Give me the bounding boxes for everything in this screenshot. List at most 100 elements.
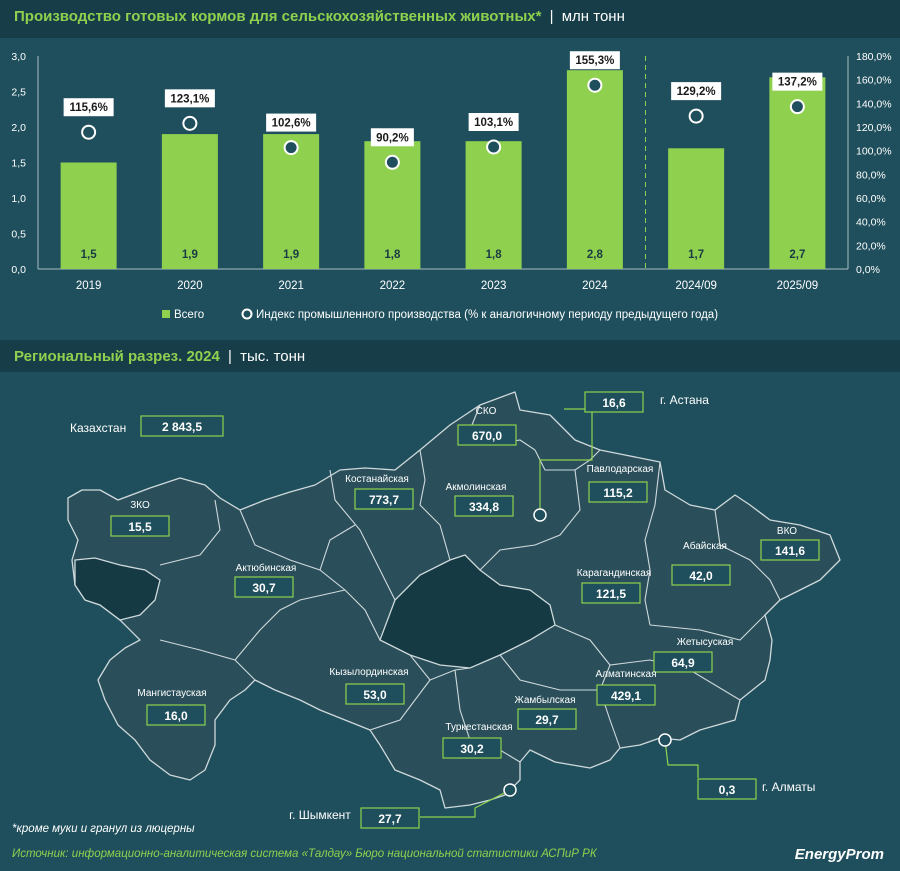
title-separator: | [549, 8, 554, 25]
map-title-separator: | [228, 348, 232, 365]
region-name: Жамбылская [515, 694, 576, 706]
region-name: Актюбинская [236, 562, 297, 574]
index-data-label: 129,2% [677, 86, 716, 98]
region-name: г. Алматы [762, 780, 815, 794]
y-tick-label: 3,0 [11, 51, 26, 63]
index-label-box [468, 112, 519, 131]
region-value-box [584, 391, 644, 413]
y2-tick-label: 160,0% [856, 75, 892, 87]
region-value: 29,7 [535, 713, 559, 727]
bar-data-label: 1,9 [182, 249, 198, 261]
region-value: 30,7 [252, 581, 276, 595]
region-value: 16,6 [602, 396, 626, 410]
index-point [283, 140, 299, 156]
index-point [384, 154, 400, 170]
region-value-box [454, 495, 514, 517]
region-name: Жетысуская [677, 637, 734, 648]
index-point [587, 77, 603, 93]
region-name: Кызылординская [329, 667, 408, 678]
map-title: Региональный разрез. 2024 [14, 348, 220, 365]
leader-lines [420, 408, 699, 818]
y2-tick-label: 60,0% [856, 193, 886, 205]
y-tick-label: 1,0 [11, 193, 26, 205]
chart-title-line: Производство готовых кормов для сельскох… [14, 8, 625, 25]
source: Источник: информационно-аналитическая си… [12, 848, 597, 860]
map-unit: тыс. тонн [240, 348, 306, 365]
index-point [182, 115, 198, 131]
index-label-box [671, 82, 722, 101]
chart-unit: млн тонн [561, 8, 625, 25]
region-value-box [588, 481, 648, 503]
region-value-box [345, 683, 405, 705]
region-value: 334,8 [469, 500, 499, 514]
index-label-box [569, 51, 620, 70]
region-value: 42,0 [689, 569, 713, 583]
total-value: 2 843,5 [162, 420, 202, 434]
y-tick-label: 1,5 [11, 158, 26, 170]
x-tick-label: 2024 [582, 280, 608, 292]
index-label-box [63, 98, 114, 117]
y2-tick-label: 80,0% [856, 169, 886, 181]
y2-tick-label: 100,0% [856, 146, 892, 158]
x-tick-label: 2024/09 [675, 280, 717, 292]
index-label-box [370, 128, 414, 147]
index-point [81, 124, 97, 140]
region-value: 30,2 [460, 742, 484, 756]
index-data-label: 137,2% [778, 77, 817, 89]
index-point [486, 139, 502, 155]
x-tick-label: 2021 [278, 280, 304, 292]
chart-title: Производство готовых кормов для сельскох… [14, 8, 542, 25]
x-tick-label: 2025/09 [777, 280, 819, 292]
bar-series: 1,5 2019 1,9 2020 1,9 2021 1,8 2022 1,8 2023 2,8 20… [60, 70, 826, 292]
region-value-box [442, 737, 502, 759]
region-value-box [596, 684, 656, 706]
x-tick-label: 2023 [481, 280, 507, 292]
legend-label-index: Индекс промышленного производства (% к а… [256, 309, 718, 321]
bar [161, 134, 218, 269]
index-data-label: 102,6% [272, 118, 311, 130]
index-series: 115,6% 123,1% 102,6% 90,2% 103,1% 155,3% 129,2… [63, 51, 823, 170]
bar-data-label: 1,8 [384, 249, 401, 261]
kazakhstan-map: .rg{fill:#2a4f5a;stroke:#cfd9dc;stroke-w… [67, 391, 841, 829]
bar-data-label: 2,7 [789, 249, 805, 261]
region-value-box [517, 708, 577, 730]
region-value: 121,5 [596, 587, 626, 601]
region-name: г. Астана [660, 393, 709, 407]
y2-tick-label: 120,0% [856, 122, 892, 134]
index-data-label: 90,2% [376, 132, 409, 144]
region-value: 115,2 [603, 486, 633, 500]
region-name: Туркестанская [445, 722, 512, 733]
map-title-line: Региональный разрез. 2024 | тыс. тонн [14, 348, 305, 365]
region-name: ЗКО [130, 500, 150, 511]
index-label-box [164, 89, 215, 108]
x-tick-label: 2019 [76, 280, 102, 292]
region-value: 15,5 [128, 520, 152, 534]
region-name: Мангистауская [137, 688, 206, 699]
production-chart: 0,0 0,5 1,0 1,5 2,0 2,5 3,0 0,0% 20,0% 40,0% 60,0%… [11, 51, 892, 321]
index-label-box [772, 72, 823, 91]
map-header: Региональный разрез. 2024 | тыс. тонн [0, 340, 900, 372]
y2-tick-label: 0,0% [856, 264, 880, 276]
index-label-box [266, 113, 317, 132]
shymkent-marker [503, 783, 517, 797]
region-name: Павлодарская [587, 464, 654, 475]
index-data-label: 155,3% [575, 55, 614, 67]
region-value: 429,1 [611, 689, 641, 703]
region-value: 773,7 [369, 493, 399, 507]
y2-tick-label: 140,0% [856, 98, 892, 110]
bar-data-label: 2,8 [587, 249, 604, 261]
brand-logo: EnergyProm [795, 846, 884, 863]
x-tick-label: 2020 [177, 280, 203, 292]
index-data-label: 103,1% [474, 117, 513, 129]
bar [60, 162, 117, 269]
region-value-box [653, 651, 713, 673]
index-data-label: 123,1% [170, 93, 209, 105]
chart-legend: Всего Индекс промышленного производства (… [162, 308, 718, 321]
region-value-box [354, 488, 414, 510]
bar-data-label: 1,9 [283, 249, 299, 261]
region-name: СКО [476, 406, 497, 417]
region-value: 670,0 [472, 429, 502, 443]
region-value: 27,7 [378, 812, 402, 826]
bar [668, 148, 725, 269]
bar [263, 134, 320, 269]
